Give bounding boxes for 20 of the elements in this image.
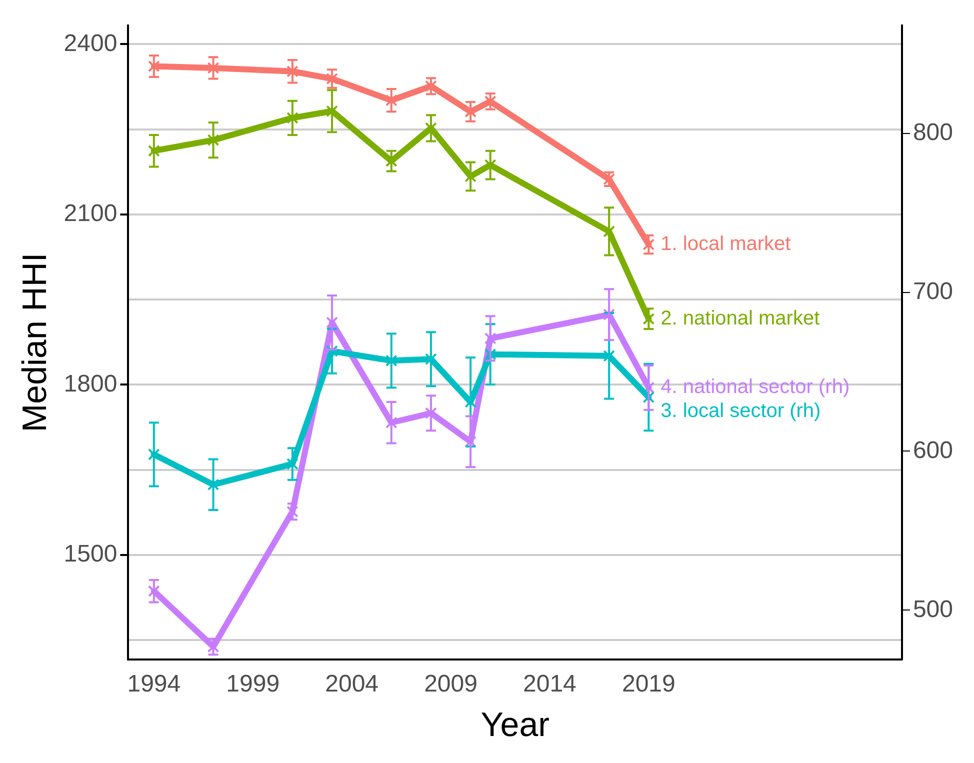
x-tick-label: 2009 bbox=[424, 670, 478, 698]
x-tick-label: 2014 bbox=[523, 670, 576, 698]
y2-tick-label: 600 bbox=[912, 436, 954, 464]
series-label: 1. local market bbox=[660, 233, 792, 256]
y2-tick-label: 700 bbox=[912, 278, 954, 305]
y-tick-label: 2100 bbox=[64, 200, 118, 228]
y-axis-title: Median HHI bbox=[16, 252, 54, 432]
series-label: 3. local sector (rh) bbox=[660, 400, 821, 422]
y2-tick-label: 500 bbox=[912, 596, 954, 623]
x-tick-label: 1994 bbox=[127, 670, 181, 698]
y-tick-label: 2400 bbox=[64, 30, 118, 57]
y-tick-label: 1800 bbox=[64, 370, 118, 398]
x-tick-label: 1999 bbox=[226, 670, 280, 698]
series-label: 2. national market bbox=[660, 307, 820, 330]
x-tick-label: 2019 bbox=[622, 670, 676, 698]
y2-tick-label: 800 bbox=[912, 119, 954, 146]
series-label: 4. national sector (rh) bbox=[660, 376, 850, 398]
x-tick-label: 2004 bbox=[325, 670, 379, 698]
x-axis-title: Year bbox=[480, 706, 550, 744]
y-tick-label: 1500 bbox=[64, 540, 118, 568]
